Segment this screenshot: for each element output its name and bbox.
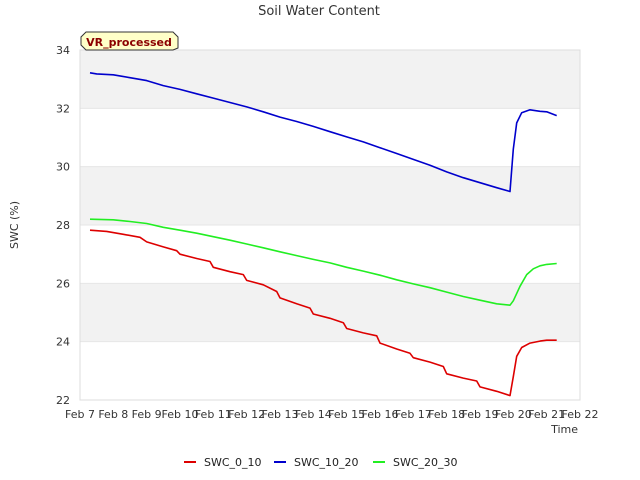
series-lines [89,72,557,397]
x-tick-label: Feb 8 [98,408,128,421]
series-line-swc-20-30 [89,218,557,307]
y-tick-label: 32 [56,102,70,115]
plot-band [80,283,580,342]
y-tick-label: 30 [56,161,70,174]
x-tick-label: Feb 14 [295,408,332,421]
y-tick-label: 34 [56,44,70,57]
plot-band [80,166,580,225]
legend: SWC_0_10 SWC_10_20 SWC_20_30 [184,456,458,469]
x-tick-label: Feb 11 [195,408,232,421]
x-tick-label: Feb 12 [228,408,265,421]
x-tick-label: Feb 9 [132,408,162,421]
badge-box [80,31,179,51]
x-tick-label: Feb 15 [328,408,365,421]
plot-area-border [79,49,581,401]
legend-label: SWC_0_10 [204,456,262,469]
chart-title: Soil Water Content [258,4,380,19]
series-line-swc-10-20 [89,72,557,193]
x-tick-label: Feb 7 [65,408,95,421]
x-axis-label: Time [550,423,578,436]
plot-band [80,50,580,109]
x-tick-label: Feb 19 [462,408,499,421]
y-axis-label: SWC (%) [8,201,21,249]
x-tick-label: Feb 10 [162,408,199,421]
vr-processed-badge: VR_processed [80,31,179,51]
x-tick-label: Feb 17 [395,408,432,421]
legend-label: SWC_20_30 [393,456,458,469]
x-tick-label: Feb 22 [562,408,599,421]
y-axis-ticks: 22 24 26 28 30 32 34 [56,44,70,407]
series-line-swc-0-10 [89,229,557,397]
y-tick-label: 28 [56,219,70,232]
legend-label: SWC_10_20 [294,456,359,469]
x-tick-label: Feb 21 [528,408,565,421]
plot-bands [80,50,580,342]
y-tick-label: 24 [56,336,70,349]
y-tick-label: 26 [56,277,70,290]
x-tick-label: Feb 20 [495,408,532,421]
x-tick-label: Feb 13 [262,408,299,421]
badge-text: VR_processed [86,36,172,49]
x-tick-label: Feb 16 [362,408,399,421]
x-tick-label: Feb 18 [428,408,465,421]
y-tick-label: 22 [56,394,70,407]
